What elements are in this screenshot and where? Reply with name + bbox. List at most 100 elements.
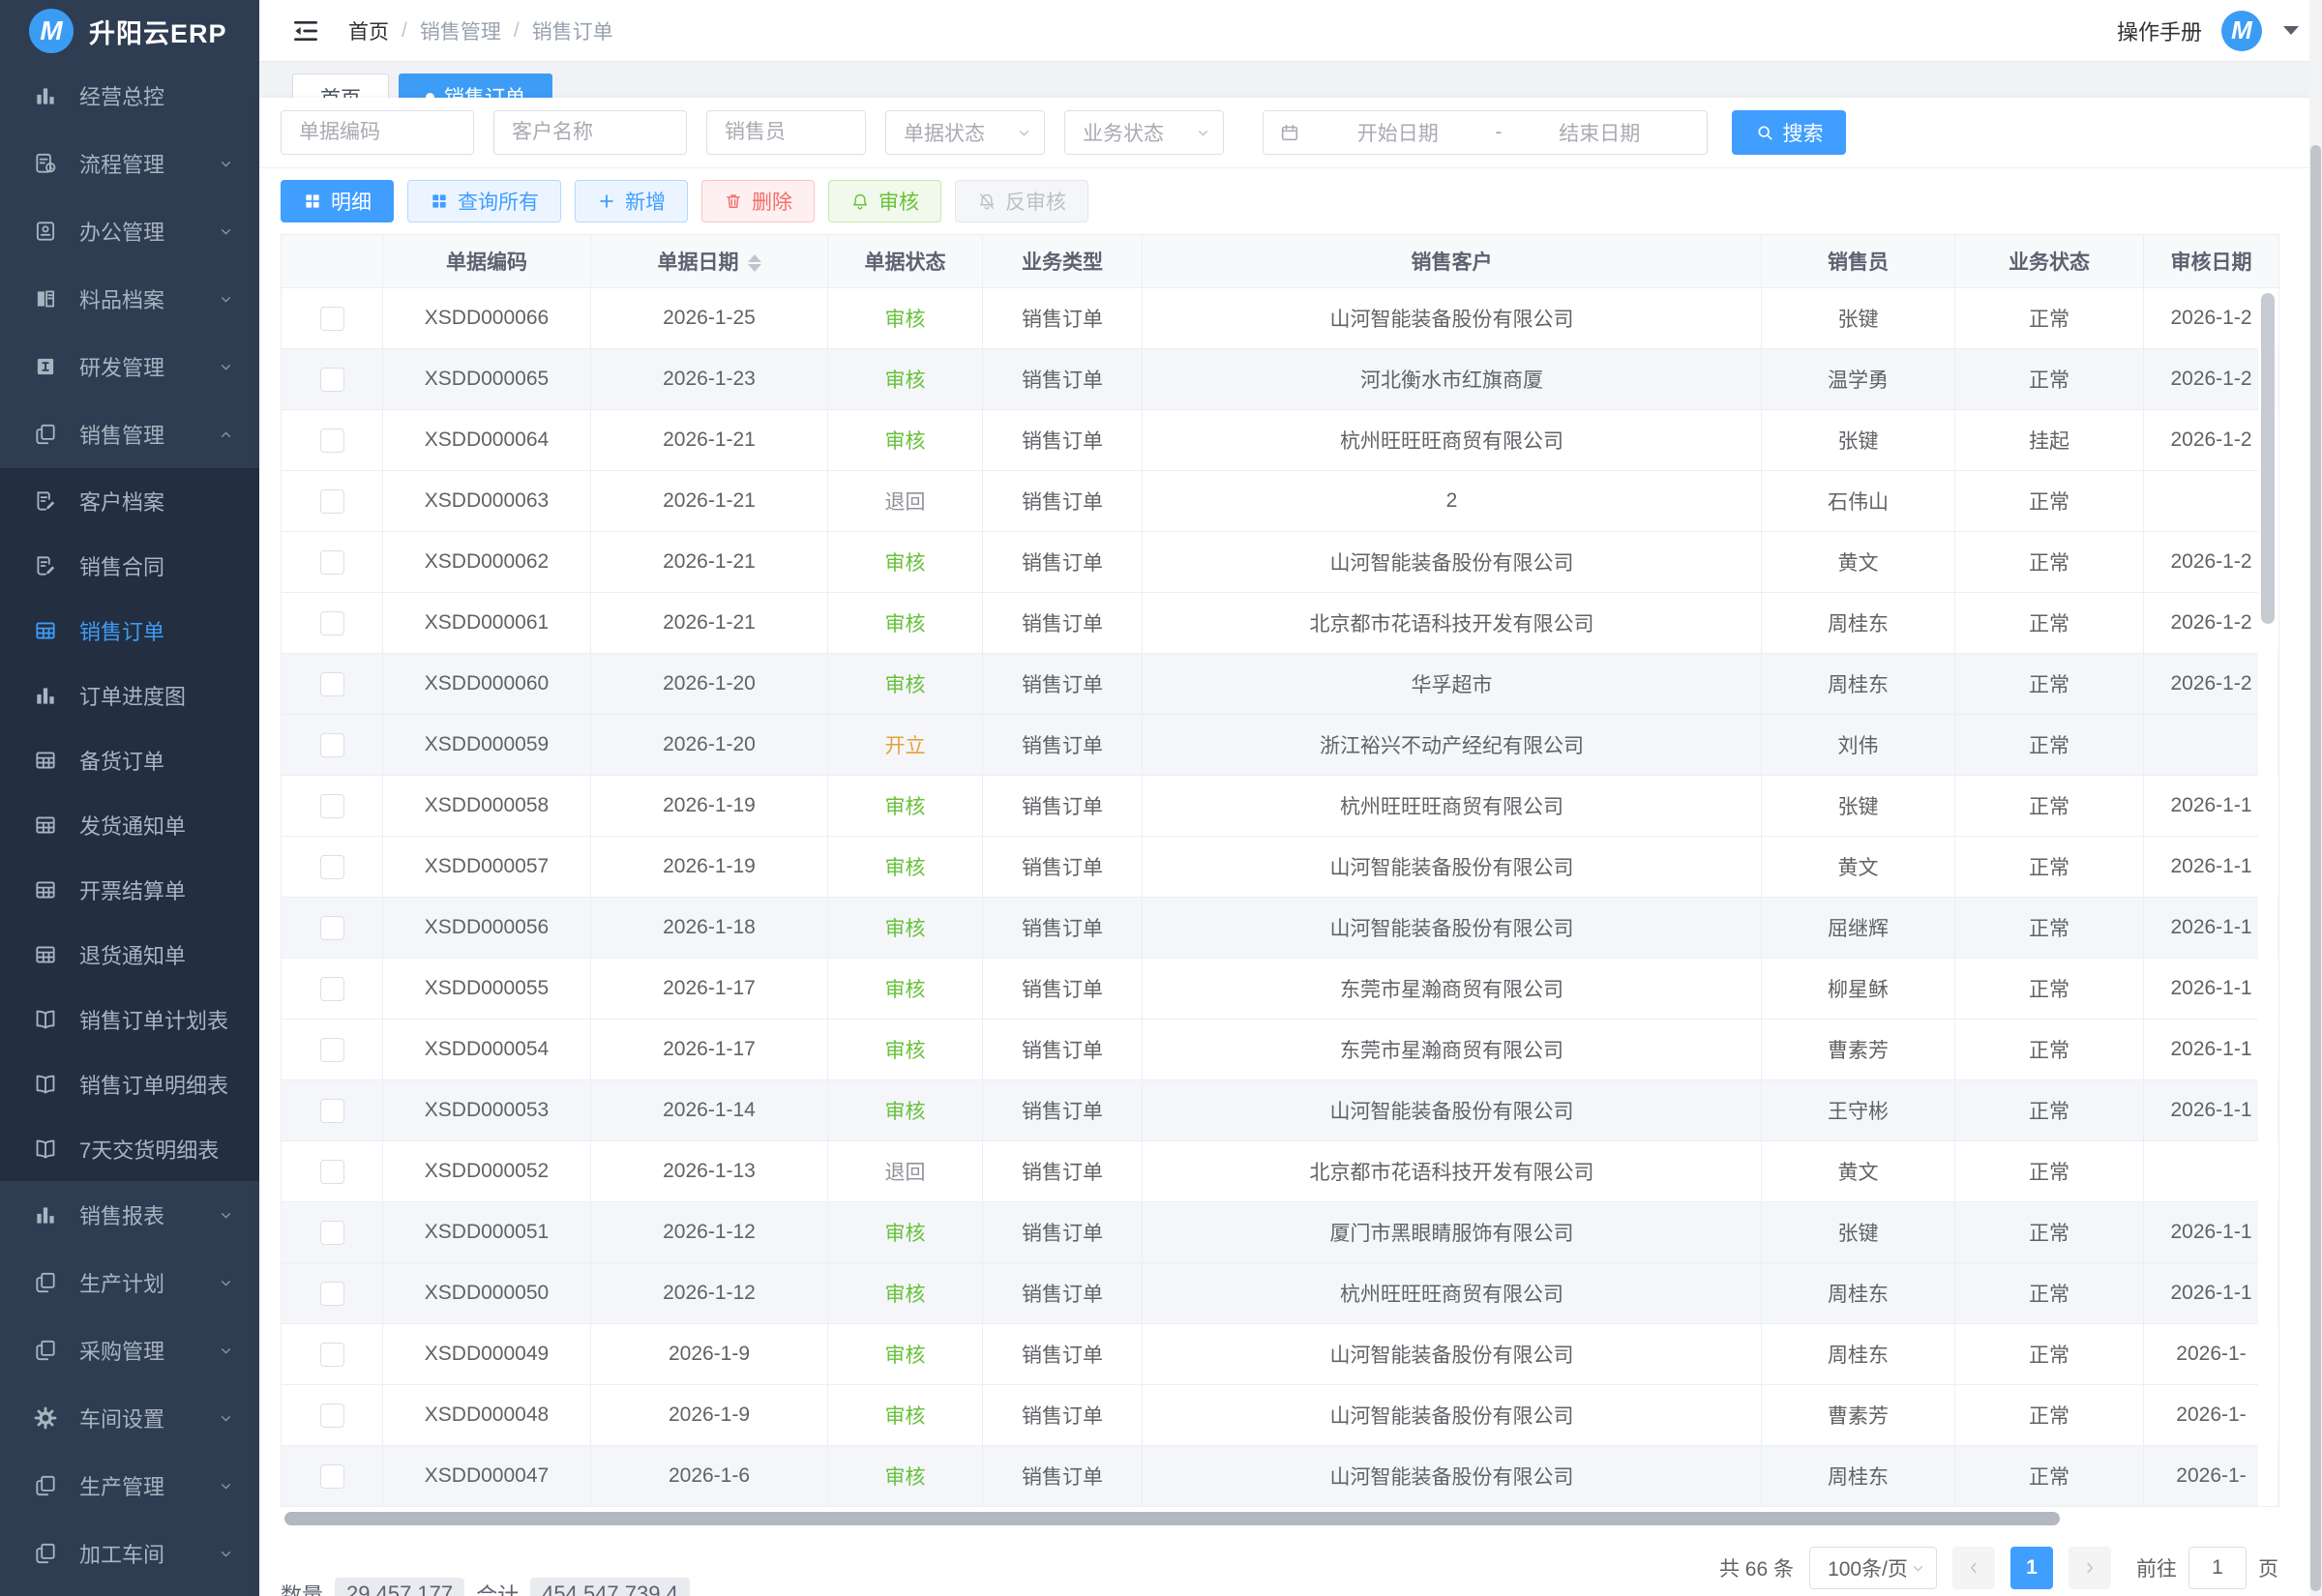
toolbar-button-审核[interactable]: 审核 [828,180,941,222]
table-row[interactable]: XSDD000047 2026-1-6 审核 销售订单 山河智能装备股份有限公司 周桂东正… [281,1445,2279,1507]
sidebar-item-料品档案[interactable]: 料品档案 [0,265,259,333]
table-row[interactable]: XSDD000054 2026-1-17 审核 销售订单 东莞市星瀚商贸有限公司 曹素芳正… [281,1019,2279,1080]
sidebar-subitem-开票结算单[interactable]: 开票结算单 [0,857,259,922]
window-scrollbar-thumb[interactable] [2310,145,2321,1591]
next-page-button[interactable] [2069,1547,2111,1589]
sidebar-subitem-订单进度图[interactable]: 订单进度图 [0,663,259,727]
table-row[interactable]: XSDD000058 2026-1-19 审核 销售订单 杭州旺旺旺商贸有限公司 张键 正常… [281,775,2279,837]
sidebar-item-研发管理[interactable]: 研发管理 [0,333,259,400]
breadcrumb-item[interactable]: 首页 [348,20,389,44]
toolbar-button-明细[interactable]: 明细 [281,180,394,222]
filter-input-销售员[interactable] [706,110,866,155]
sidebar-item-生产管理[interactable]: 生产管理 [0,1452,259,1520]
topbar-right: 操作手册 M [2116,10,2299,51]
current-page-button[interactable]: 1 [2010,1547,2053,1589]
filter-input-客户名称[interactable] [493,110,687,155]
sidebar-subitem-发货通知单[interactable]: 发货通知单 [0,792,259,857]
table-row[interactable]: XSDD000049 2026-1-9 审核 销售订单 山河智能装备股份有限公司 周桂东正… [281,1323,2279,1385]
filter-select-业务状态[interactable]: 业务状态 [1064,110,1224,155]
bell-icon [853,193,867,210]
sidebar-item-销售报表[interactable]: 销售报表 [0,1181,259,1249]
table-row[interactable]: XSDD000063 2026-1-21 退回 销售订单 2 石伟山 正常 [281,470,2279,532]
table-row[interactable]: XSDD000060 2026-1-20 审核 销售订单 华孚超市 周桂东 正常 2026-1… [281,653,2279,715]
sidebar-item-销售管理[interactable]: 销售管理 [0,400,259,468]
row-checkbox[interactable] [319,854,344,879]
row-checkbox[interactable] [319,1037,344,1062]
row-checkbox[interactable] [319,549,344,575]
table-row[interactable]: XSDD000065 2026-1-23 审核 销售订单 河北衡水市红旗商厦 温学勇 正常 2… [281,348,2279,410]
status-badge: 退回 [884,1162,926,1184]
sidebar-item-采购管理[interactable]: 采购管理 [0,1316,259,1384]
search-button[interactable]: 搜索 [1732,110,1846,155]
row-checkbox[interactable] [319,732,344,757]
sidebar-item-生产计划[interactable]: 生产计划 [0,1249,259,1316]
row-checkbox[interactable] [319,793,344,818]
table-vertical-scrollbar-thumb[interactable] [2261,293,2275,624]
breadcrumb-item[interactable]: 销售管理 [419,20,501,44]
row-checkbox[interactable] [319,1463,344,1489]
page-size-select[interactable]: 100条/页 [1809,1547,1937,1589]
table-row[interactable]: XSDD000057 2026-1-19 审核 销售订单 山河智能装备股份有限公司 黄文正… [281,836,2279,898]
table-row[interactable]: XSDD000061 2026-1-21 审核 销售订单 北京都市花语科技开发有限公司周… [281,592,2279,654]
sidebar-subitem-备货订单[interactable]: 备货订单 [0,727,259,792]
row-checkbox[interactable] [319,915,344,940]
row-checkbox[interactable] [319,1098,344,1123]
sidebar-subitem-销售订单计划表[interactable]: 销售订单计划表 [0,987,259,1051]
toolbar-button-新增[interactable]: 新增 [575,180,688,222]
cell-customer: 厦门市黑眼睛服饰有限公司 [1142,1201,1762,1263]
sidebar-subitem-销售订单明细表[interactable]: 销售订单明细表 [0,1051,259,1116]
sidebar-item-车间设置[interactable]: 车间设置 [0,1384,259,1452]
row-checkbox[interactable] [319,671,344,696]
sidebar-subitem-退货通知单[interactable]: 退货通知单 [0,922,259,987]
tab-首页[interactable]: 首页 [292,74,389,98]
sidebar-subitem-7天交货明细表[interactable]: 7天交货明细表 [0,1116,259,1181]
table-row[interactable]: XSDD000053 2026-1-14 审核 销售订单 山河智能装备股份有限公司 王守彬… [281,1079,2279,1141]
table-row[interactable]: XSDD000062 2026-1-21 审核 销售订单 山河智能装备股份有限公司 黄文正… [281,531,2279,593]
row-checkbox[interactable] [319,1159,344,1184]
table-row[interactable]: XSDD000059 2026-1-20 开立 销售订单 浙江裕兴不动产经纪有限公司 刘伟… [281,714,2279,776]
row-checkbox[interactable] [319,306,344,331]
row-checkbox[interactable] [319,428,344,453]
filter-input-单据编码[interactable] [281,110,474,155]
row-checkbox[interactable] [319,1281,344,1306]
sidebar-subitem-销售合同[interactable]: 销售合同 [0,533,259,598]
row-checkbox[interactable] [319,1342,344,1367]
sort-icon[interactable] [747,254,761,273]
toolbar-button-删除[interactable]: 删除 [701,180,815,222]
page-jump-input[interactable] [2188,1547,2247,1589]
row-checkbox[interactable] [319,1220,344,1245]
table-row[interactable]: XSDD000064 2026-1-21 审核 销售订单 杭州旺旺旺商贸有限公司 张键 挂起… [281,409,2279,471]
table-row[interactable]: XSDD000056 2026-1-18 审核 销售订单 山河智能装备股份有限公司 屈继辉… [281,897,2279,959]
row-checkbox[interactable] [319,367,344,392]
prev-page-button[interactable] [1952,1547,1995,1589]
table-row[interactable]: XSDD000052 2026-1-13 退回 销售订单 北京都市花语科技开发有限公司黄… [281,1140,2279,1202]
sidebar-subitem-销售订单[interactable]: 销售订单 [0,598,259,663]
table-row[interactable]: XSDD000050 2026-1-12 审核 销售订单 杭州旺旺旺商贸有限公司 周桂东正… [281,1262,2279,1324]
avatar[interactable]: M [2221,10,2262,51]
table-row[interactable]: XSDD000055 2026-1-17 审核 销售订单 东莞市星瀚商贸有限公司 柳星稣正… [281,958,2279,1020]
sidebar-item-经营总控[interactable]: 经营总控 [0,62,259,130]
row-checkbox-cell [281,958,383,1020]
sidebar-item-流程管理[interactable]: 流程管理 [0,130,259,197]
filter-select-单据状态[interactable]: 单据状态 [885,110,1045,155]
manual-link[interactable]: 操作手册 [2116,19,2202,44]
chevron-down-icon[interactable] [2283,26,2299,35]
table-row[interactable]: XSDD000048 2026-1-9 审核 销售订单 山河智能装备股份有限公司 曹素芳正… [281,1384,2279,1446]
column-header-label: 单据编码 [446,251,527,274]
collapse-sidebar-icon[interactable] [290,15,321,46]
row-checkbox[interactable] [319,488,344,514]
tab-销售订单[interactable]: 销售订单 [399,74,552,98]
table-row[interactable]: XSDD000066 2026-1-25 审核 销售订单 山河智能装备股份有限公司 张键正… [281,287,2279,349]
column-header-单据日期[interactable]: 单据日期 [590,234,828,288]
cell-order-code: XSDD000062 [382,531,591,593]
sidebar-item-办公管理[interactable]: 办公管理 [0,197,259,265]
table-horizontal-scrollbar-thumb[interactable] [284,1512,2060,1525]
row-checkbox[interactable] [319,610,344,635]
sidebar-subitem-客户档案[interactable]: 客户档案 [0,468,259,533]
toolbar-button-查询所有[interactable]: 查询所有 [407,180,561,222]
table-row[interactable]: XSDD000051 2026-1-12 审核 销售订单 厦门市黑眼睛服饰有限公司 张键正… [281,1201,2279,1263]
row-checkbox[interactable] [319,976,344,1001]
sidebar-item-加工车间[interactable]: 加工车间 [0,1520,259,1587]
filter-date-range[interactable]: 开始日期 - 结束日期 [1263,110,1708,155]
row-checkbox[interactable] [319,1403,344,1428]
